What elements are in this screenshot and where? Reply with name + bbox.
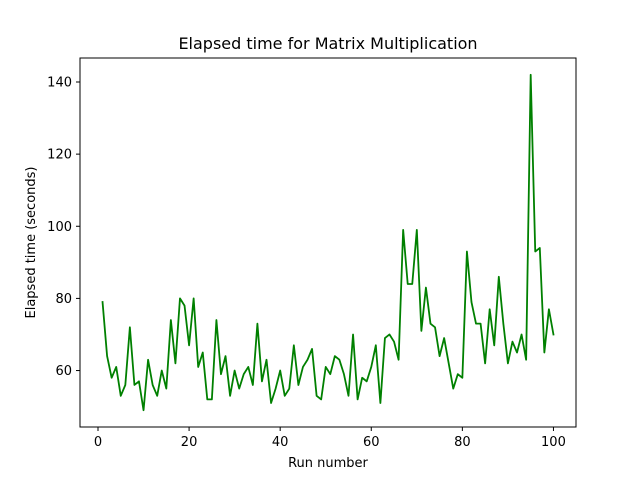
x-axis-label: Run number [288,456,368,471]
y-axis-label: Elapsed time (seconds) [24,167,39,319]
y-tick-label: 80 [55,292,72,307]
x-tick-label: 20 [181,435,198,450]
x-tick-label: 40 [272,435,289,450]
y-tick-label: 60 [55,364,72,379]
y-tick-label: 100 [47,220,72,235]
y-tick-label: 140 [47,75,72,90]
x-tick-label: 0 [94,435,102,450]
y-tick-label: 120 [47,148,72,163]
x-tick-label: 80 [454,435,471,450]
series-line [101,73,555,412]
plot-frame [79,57,577,428]
x-axis: 0 20 40 60 80 100 [94,427,566,450]
x-tick-label: 100 [541,435,566,450]
y-axis: 60 80 100 120 140 [47,75,80,379]
x-tick-label: 60 [363,435,380,450]
chart-title: Elapsed time for Matrix Multiplication [178,34,477,53]
